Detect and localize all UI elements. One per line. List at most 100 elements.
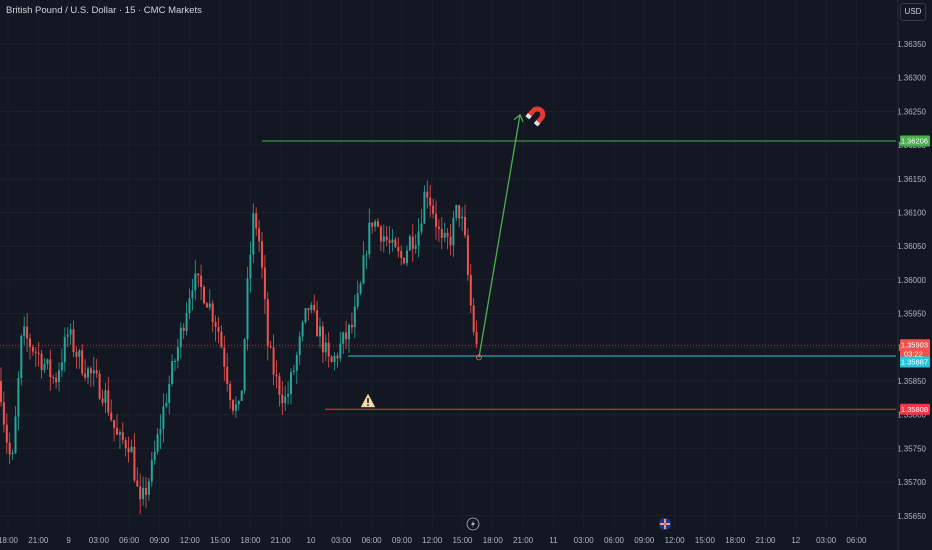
candle-down [75,352,78,357]
price-axis[interactable]: 1.363501.363001.362501.362001.361501.361… [897,0,930,550]
x-tick-label: 9 [66,536,71,545]
countdown-text: 03:22 [904,349,923,358]
price-label-last [900,339,930,360]
candle-down [327,342,330,357]
x-tick-label: 15:00 [210,536,231,545]
candle-down [8,442,11,455]
x-tick-label: 06:00 [362,536,383,545]
candle-up [304,308,307,323]
candle-down [469,275,472,306]
candle-up [63,336,66,363]
candle-down [101,398,104,403]
candle-up [162,406,165,429]
magnet-body [526,106,546,126]
candle-up [240,390,243,402]
candle-up [208,303,211,308]
candle-down [475,331,478,344]
candle-up [159,428,162,435]
candle-down [336,355,339,359]
candle-down [84,373,87,378]
candle-up [171,361,174,384]
candle-down [345,332,348,340]
x-tick-label: 18:00 [240,536,261,545]
lightning-bolt [471,520,475,528]
candle-down [226,366,229,384]
candle-up [414,245,417,249]
candle-down [350,324,353,328]
candle-up [374,221,377,227]
candle-up [292,370,295,373]
x-tick-label: 18:00 [725,536,746,545]
candle-up [252,213,255,255]
warning-icon [360,393,376,408]
flag-cross-red [660,519,670,529]
candle-up [290,372,292,395]
candle-up [452,217,455,246]
price-label-text: 1.35887 [901,358,928,367]
candle-down [429,197,432,206]
price-label-support [900,356,930,368]
candle-up [249,254,252,279]
y-tick-label: 1.35750 [897,444,926,453]
candle-up [11,453,14,455]
price-label-target [900,135,930,147]
candle-down [0,381,2,403]
y-tick-label: 1.35950 [897,310,926,319]
x-tick-label: 06:00 [846,536,867,545]
x-tick-label: 10 [307,536,316,545]
candle-down [214,321,217,327]
magnet-icon [525,106,546,127]
candle-up [443,232,446,238]
candle-up [408,236,411,251]
candle-up [188,298,191,313]
candle-down [403,257,406,264]
candle-up [118,432,121,435]
candle-down [275,374,278,377]
candle-down [255,213,258,229]
x-tick-label: 03:00 [89,536,110,545]
candle-up [87,368,89,378]
chart-title: British Pound / U.S. Dollar · 15 · CMC M… [6,5,202,16]
candle-down [440,228,443,238]
y-tick-label: 1.36350 [897,40,926,49]
x-tick-label: 03:00 [574,536,595,545]
x-tick-label: 03:00 [331,536,352,545]
candle-down [197,273,200,276]
candle-up [301,322,304,337]
y-tick-label: 1.35850 [897,377,926,386]
x-tick-label: 15:00 [452,536,473,545]
candle-up [368,222,371,255]
x-tick-label: 21:00 [755,536,776,545]
candle-down [211,303,214,322]
candle-down [472,305,475,332]
y-tick-label: 1.35800 [897,411,926,420]
candle-up [359,283,362,294]
x-tick-label: 12:00 [665,536,686,545]
currency-button[interactable]: USD [900,3,926,21]
time-axis[interactable]: 18:00 21:00 9 03:00 06:00 09:00 12:00 15:00 18:0… [0,536,867,545]
x-tick-label: 09:00 [634,536,655,545]
candle-up [69,329,72,335]
x-tick-label: 21:00 [513,536,534,545]
grid [0,43,896,517]
candle-down [400,251,403,258]
y-tick-label: 1.36100 [897,209,926,218]
candle-down [124,440,127,449]
price-label-text: 1.35808 [901,405,928,414]
candle-up [319,326,321,337]
y-tick-label: 1.36300 [897,74,926,83]
candle-up [295,355,298,371]
candle-up [417,231,420,246]
candle-down [330,356,333,362]
candle-up [423,191,426,224]
candle-down [127,448,130,453]
candle-down [110,412,113,420]
y-tick-label: 1.36250 [897,107,926,116]
candle-up [78,350,81,357]
candle-down [449,236,452,246]
candle-up [92,370,95,374]
candle-up [168,383,171,403]
candle-down [411,236,414,249]
candle-up [406,250,408,264]
